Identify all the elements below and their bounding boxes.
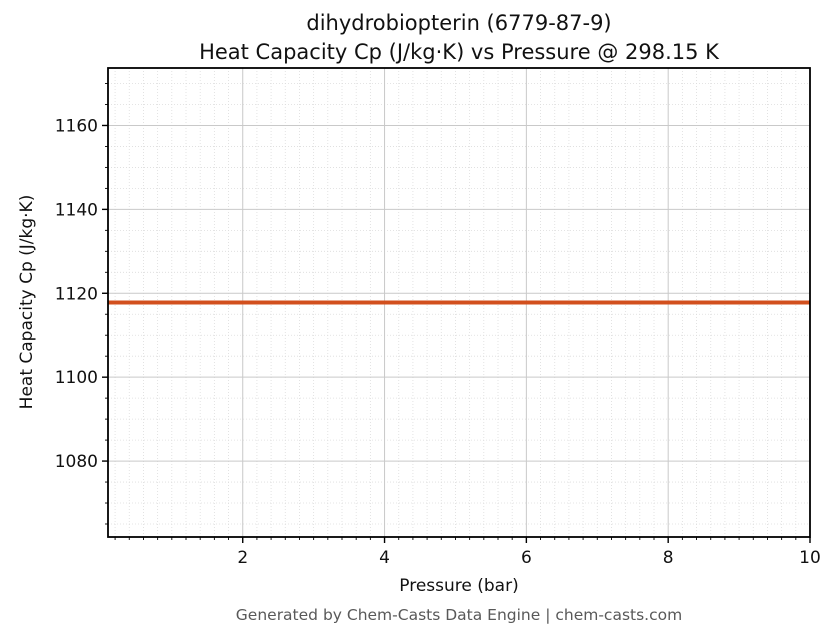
chart-title-line1: dihydrobiopterin (6779-87-9) — [306, 11, 612, 35]
x-tick-label: 6 — [521, 548, 532, 568]
y-tick-label: 1140 — [55, 200, 98, 220]
y-tick-label: 1080 — [55, 452, 98, 472]
x-tick-label: 8 — [663, 548, 674, 568]
footer-credit: Generated by Chem-Casts Data Engine | ch… — [235, 606, 683, 624]
x-tick-label: 2 — [237, 548, 248, 568]
y-axis-label: Heat Capacity Cp (J/kg·K) — [17, 194, 37, 410]
x-axis-label: Pressure (bar) — [399, 576, 519, 596]
x-tick-label: 10 — [799, 548, 821, 568]
axes-frame — [107, 67, 811, 538]
y-tick-label: 1120 — [55, 284, 98, 304]
chart-title-line2: Heat Capacity Cp (J/kg·K) vs Pressure @ … — [199, 40, 719, 64]
y-tick-label: 1160 — [55, 116, 98, 136]
x-tick-label: 4 — [379, 548, 390, 568]
y-tick-label: 1100 — [55, 368, 98, 388]
chart-title: dihydrobiopterin (6779-87-9) Heat Capaci… — [108, 9, 810, 67]
